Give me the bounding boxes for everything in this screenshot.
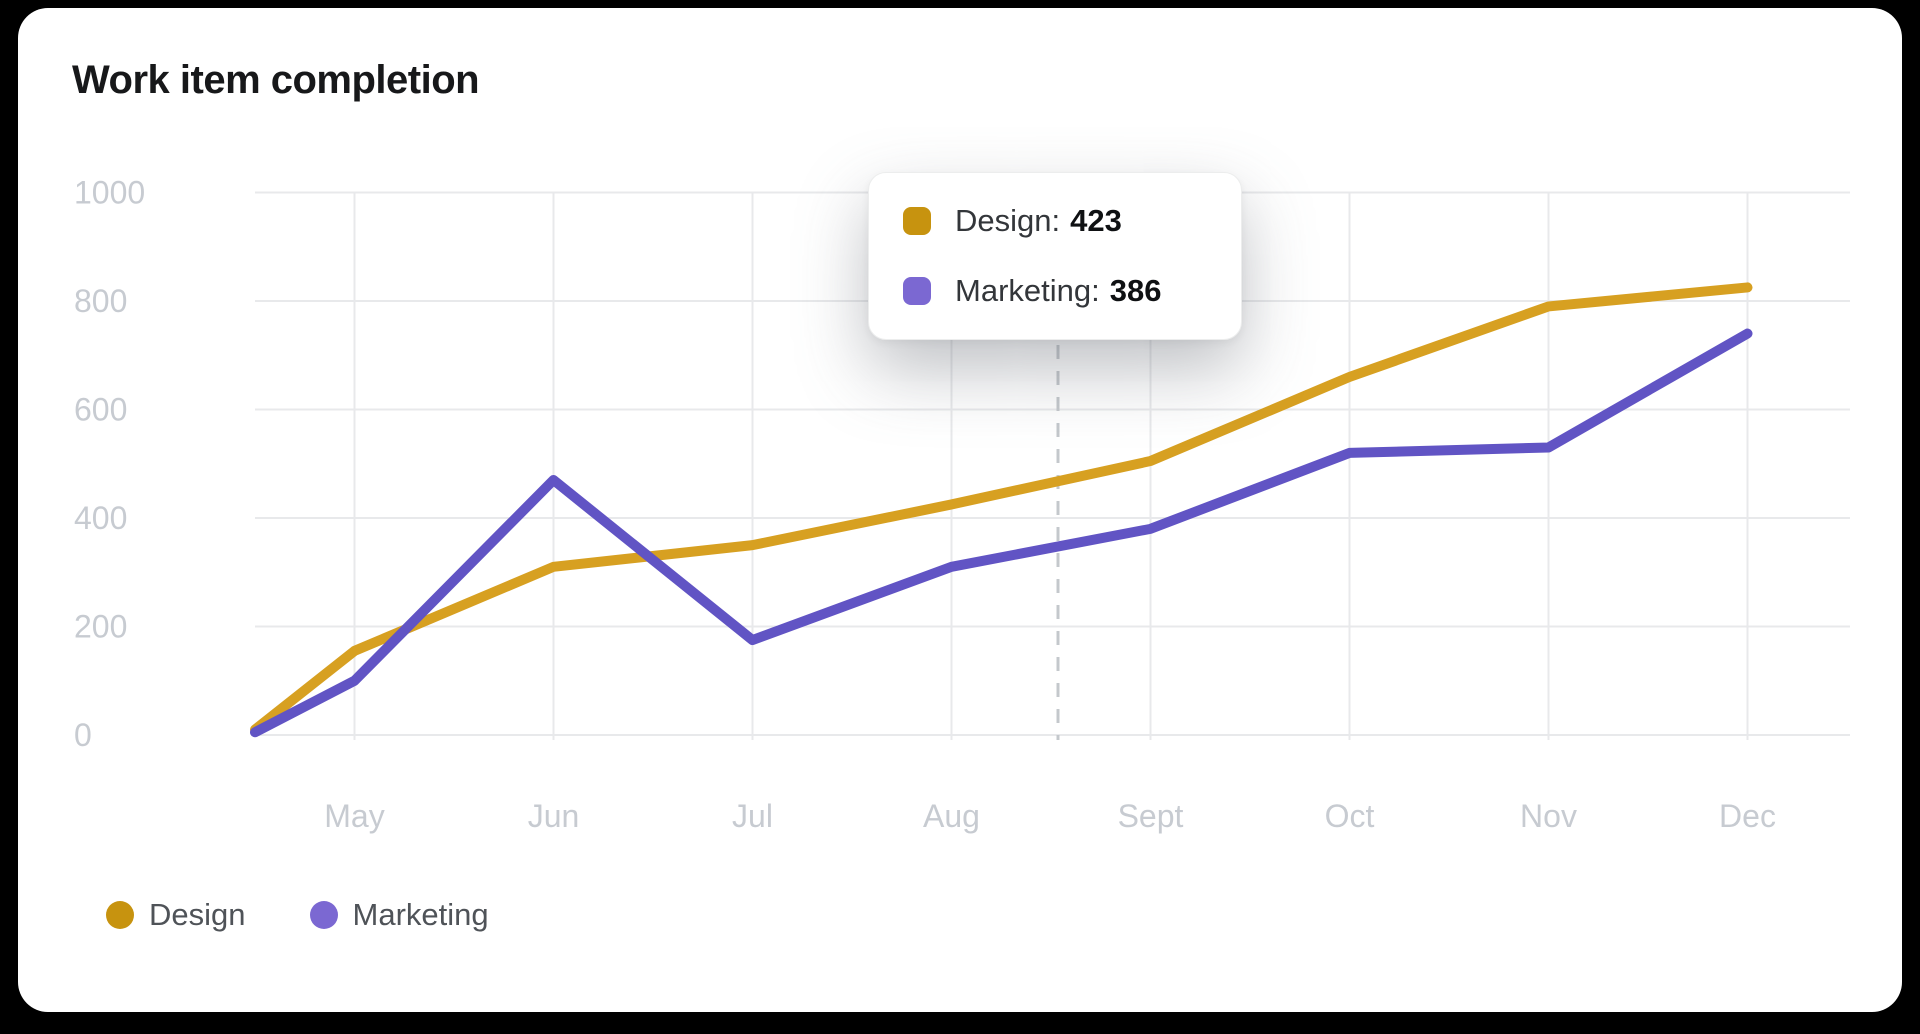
marketing-swatch-icon bbox=[903, 277, 931, 305]
tooltip-marketing-value: 386 bbox=[1109, 273, 1162, 308]
x-tick-label-sept: Sept bbox=[1118, 798, 1184, 834]
y-tick-label-1000: 1000 bbox=[74, 175, 145, 211]
x-tick-label-dec: Dec bbox=[1719, 798, 1776, 834]
x-tick-label-oct: Oct bbox=[1325, 798, 1375, 834]
tooltip-row-marketing: Marketing: 386 bbox=[903, 269, 1207, 313]
tooltip-row-design: Design: 423 bbox=[903, 199, 1207, 243]
marketing-line[interactable] bbox=[250, 328, 1753, 738]
design-swatch-icon bbox=[903, 207, 931, 235]
tooltip: Design: 423 Marketing: 386 bbox=[868, 172, 1242, 340]
tooltip-design-label: Design: bbox=[955, 203, 1061, 238]
design-line[interactable] bbox=[250, 282, 1753, 735]
x-axis-labels: May Jun Jul Aug Sept Oct Nov Dec bbox=[324, 798, 1776, 834]
x-tick-label-jul: Jul bbox=[732, 798, 773, 834]
y-tick-label-200: 200 bbox=[74, 609, 127, 645]
x-tick-label-jun: Jun bbox=[528, 798, 580, 834]
legend-design-label: Design bbox=[149, 897, 246, 932]
y-tick-label-0: 0 bbox=[74, 717, 92, 753]
legend: Design Marketing bbox=[106, 897, 489, 933]
marketing-dot-icon bbox=[309, 901, 338, 929]
page-title: Work item completion bbox=[72, 58, 480, 102]
y-tick-label-400: 400 bbox=[74, 500, 127, 536]
x-tick-label-nov: Nov bbox=[1520, 798, 1577, 834]
legend-item-design[interactable]: Design bbox=[106, 897, 246, 933]
legend-item-marketing[interactable]: Marketing bbox=[309, 897, 489, 933]
legend-marketing-label: Marketing bbox=[352, 897, 489, 932]
y-tick-label-800: 800 bbox=[74, 283, 127, 319]
x-tick-label-aug: Aug bbox=[923, 798, 980, 834]
tooltip-marketing-label: Marketing: bbox=[955, 273, 1100, 308]
y-axis-labels: 0 200 400 600 800 1000 bbox=[74, 175, 145, 754]
design-dot-icon bbox=[106, 901, 134, 929]
tooltip-design-value: 423 bbox=[1070, 203, 1122, 238]
x-tick-label-may: May bbox=[324, 798, 384, 834]
y-tick-label-600: 600 bbox=[74, 392, 127, 428]
data-lines bbox=[250, 282, 1753, 738]
